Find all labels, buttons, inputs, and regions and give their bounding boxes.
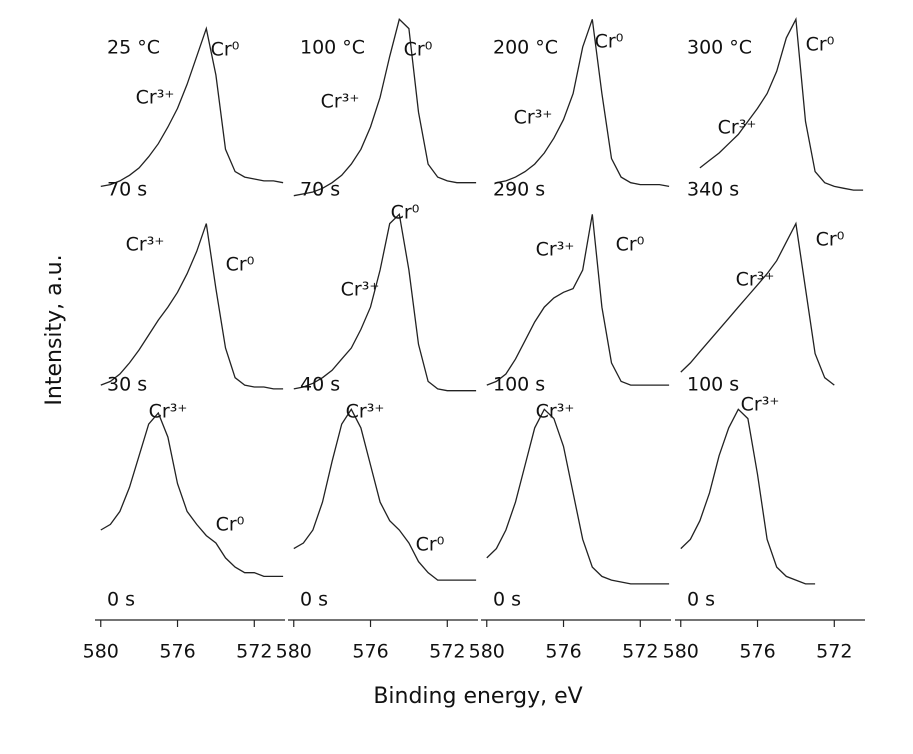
peak-label: Cr⁰ [391, 202, 420, 224]
peak-label: Cr³⁺ [741, 394, 780, 416]
time-label: 100 s [493, 374, 545, 396]
panel-title: 25 °C [107, 37, 160, 59]
x-tick-label: 576 [159, 641, 195, 663]
spectrum-line [293, 408, 477, 581]
x-tick-label: 580 [83, 641, 119, 663]
peak-label: Cr⁰ [595, 31, 624, 53]
peak-label: Cr³⁺ [341, 279, 380, 301]
time-label: 100 s [687, 374, 739, 396]
spectrum-line [100, 223, 284, 390]
x-tick-label: 580 [663, 641, 699, 663]
panel-title: 200 °C [493, 37, 558, 59]
x-tick-label: 580 [276, 641, 312, 663]
peak-label: Cr⁰ [216, 514, 245, 536]
peak-label: Cr⁰ [616, 234, 645, 256]
peak-label: Cr³⁺ [514, 107, 553, 129]
peak-label: Cr⁰ [211, 39, 240, 61]
peak-label: Cr³⁺ [536, 401, 575, 423]
peak-label: Cr⁰ [806, 34, 835, 56]
spectrum-line [100, 26, 284, 188]
peak-label: Cr³⁺ [536, 239, 575, 261]
peak-label: Cr³⁺ [321, 91, 360, 113]
spectrum-line [293, 212, 477, 392]
time-label: 70 s [107, 179, 147, 201]
peak-label: Cr⁰ [404, 39, 433, 61]
spectrum-line [496, 19, 670, 188]
x-tick-label: 576 [545, 641, 581, 663]
spectrum-line [486, 408, 670, 585]
peak-label: Cr³⁺ [149, 401, 188, 423]
time-label: 290 s [493, 179, 545, 201]
spectrum-line [680, 408, 816, 585]
spectrum-line [100, 411, 284, 578]
time-label: 40 s [300, 374, 340, 396]
time-label: 30 s [107, 374, 147, 396]
x-tick-label: 572 [622, 641, 658, 663]
peak-label: Cr⁰ [226, 254, 255, 276]
x-axis-label: Binding energy, eV [373, 684, 582, 709]
time-label: 0 s [687, 589, 715, 611]
x-tick-label: 580 [469, 641, 505, 663]
time-label: 70 s [300, 179, 340, 201]
peak-label: Cr³⁺ [346, 401, 385, 423]
peak-label: Cr³⁺ [736, 269, 775, 291]
peak-label: Cr⁰ [416, 534, 445, 556]
time-label: 0 s [107, 589, 135, 611]
panel-title: 300 °C [687, 37, 752, 59]
x-tick-label: 576 [739, 641, 775, 663]
time-label: 0 s [300, 589, 328, 611]
spectrum-line [699, 17, 864, 191]
x-tick-label: 576 [352, 641, 388, 663]
time-label: 340 s [687, 179, 739, 201]
spectrum-line [486, 214, 670, 386]
spectrum-line [680, 221, 835, 386]
time-label: 0 s [493, 589, 521, 611]
peak-label: Cr³⁺ [136, 87, 175, 109]
x-tick-label: 572 [429, 641, 465, 663]
peak-label: Cr⁰ [816, 229, 845, 251]
peak-label: Cr³⁺ [126, 234, 165, 256]
y-axis-label: Intensity, a.u. [42, 254, 67, 405]
panel-title: 100 °C [300, 37, 365, 59]
x-tick-label: 572 [236, 641, 272, 663]
x-tick-label: 572 [816, 641, 852, 663]
peak-label: Cr³⁺ [718, 117, 757, 139]
spectrum-line [293, 18, 477, 197]
